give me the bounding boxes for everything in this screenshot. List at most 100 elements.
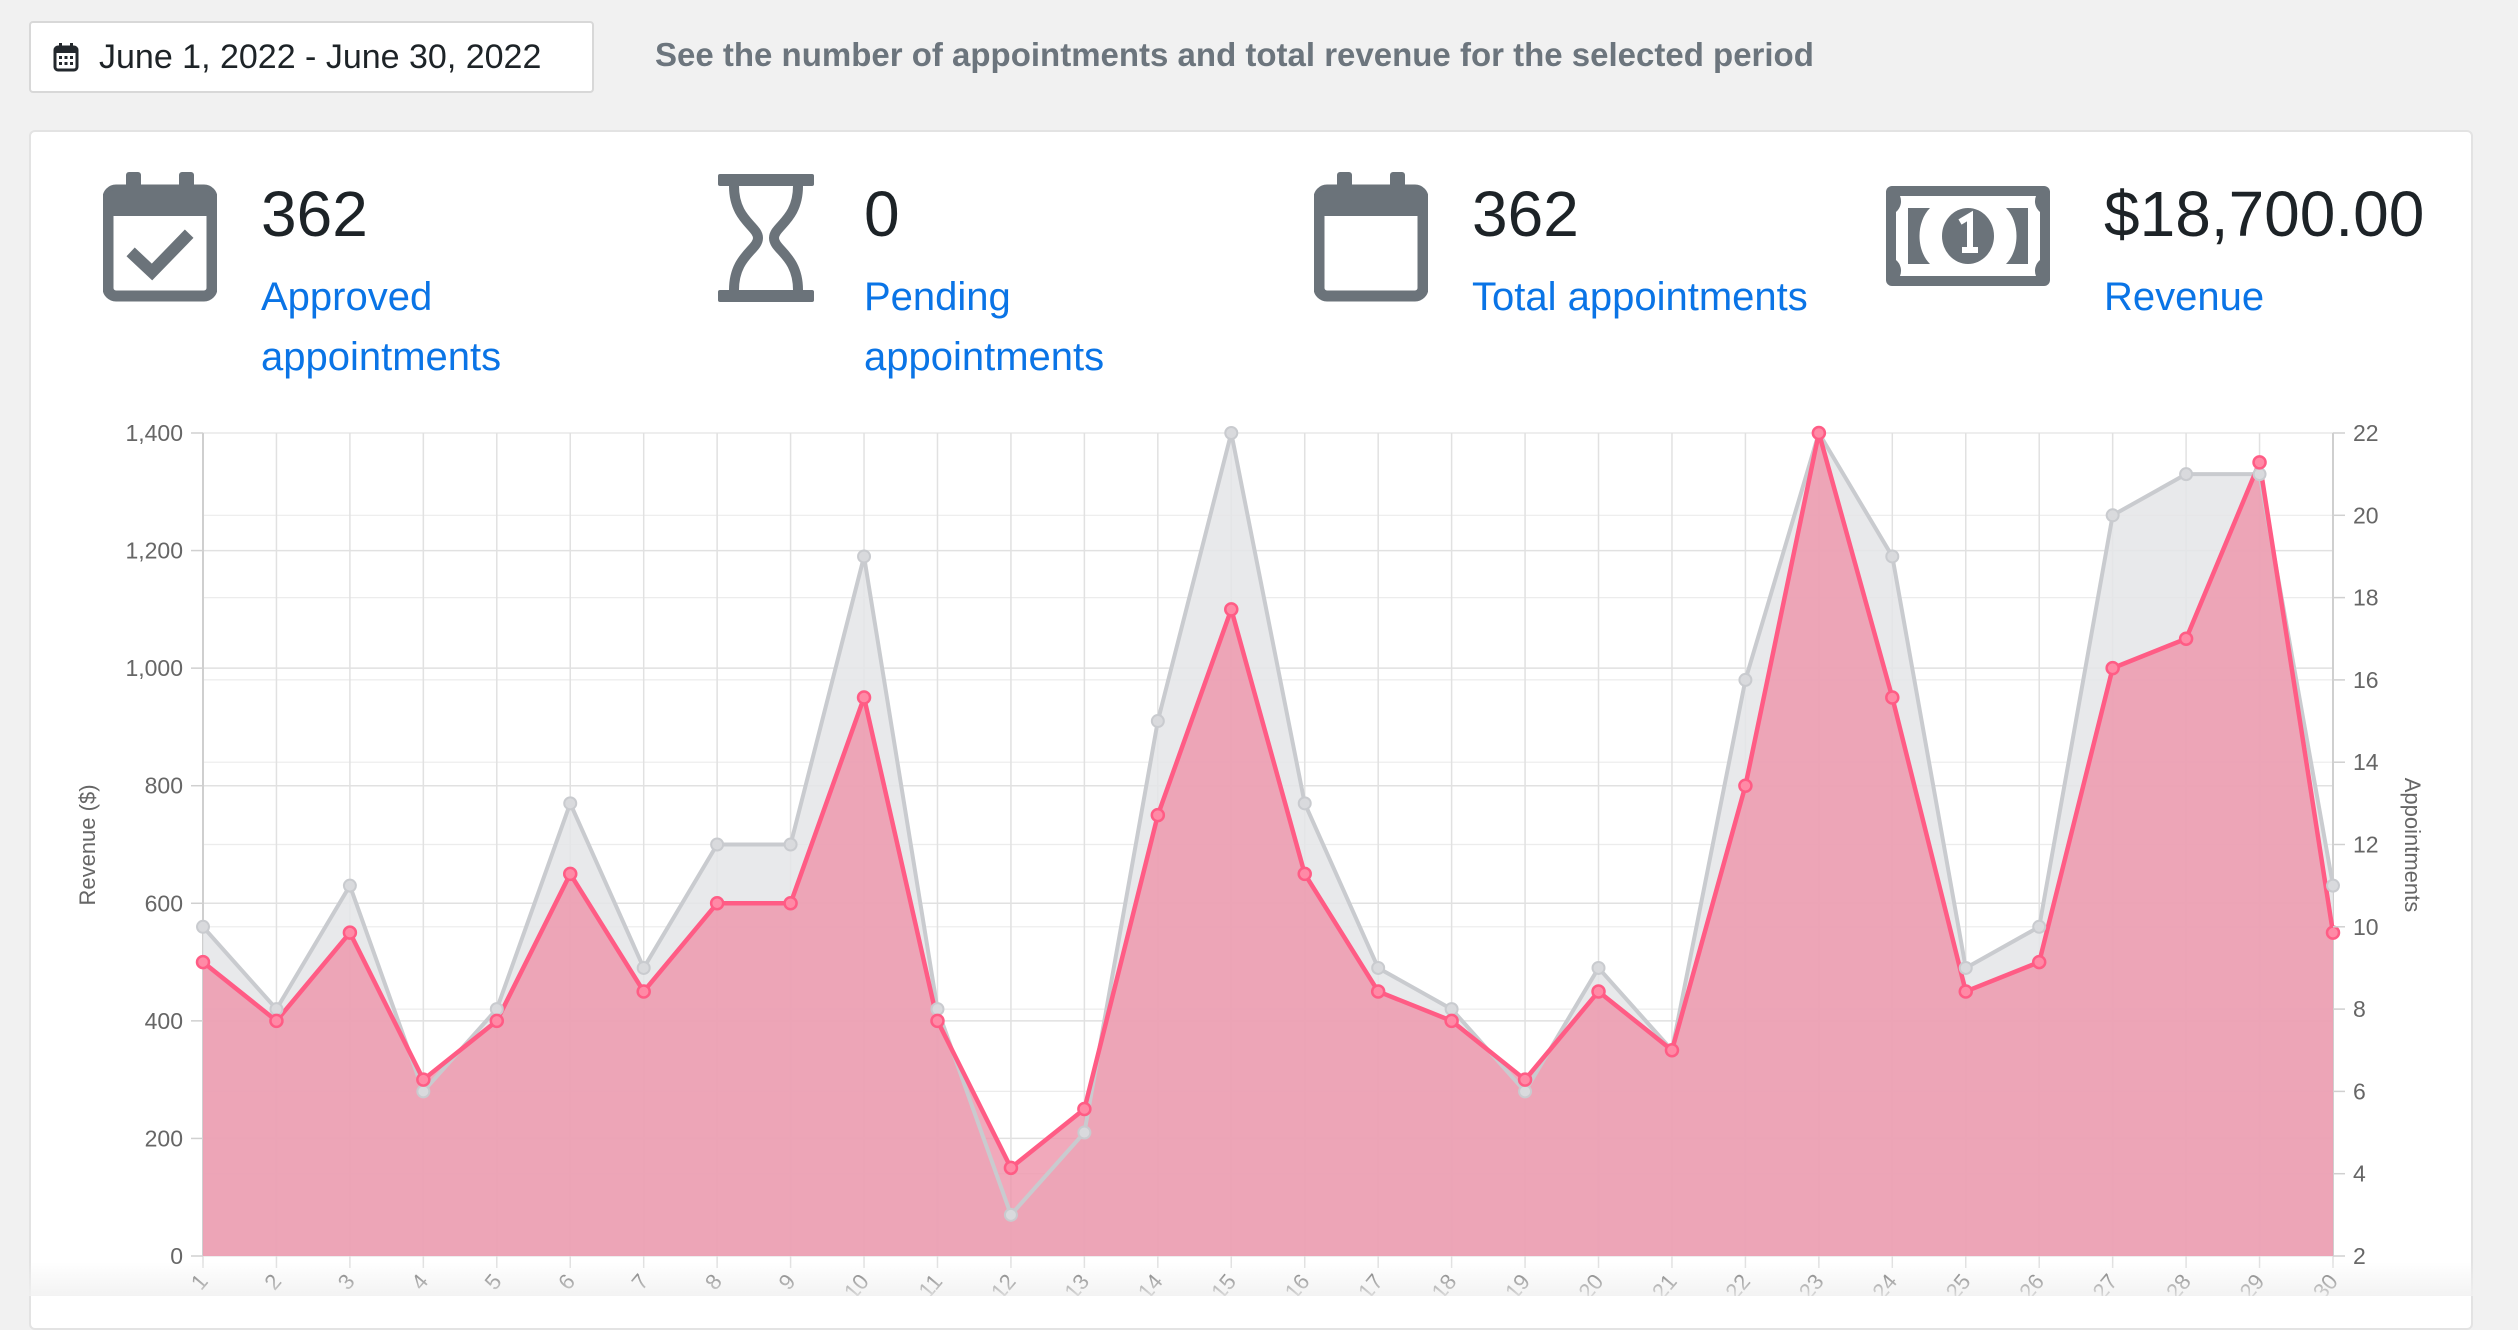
appointments-point xyxy=(783,837,798,852)
approved-appointments-link[interactable]: Approved appointments xyxy=(261,275,502,379)
x-tick-label: 27 xyxy=(2088,1269,2123,1296)
y-left-ticks: 0 200 400 600 800 1,000 1,200 1,400 xyxy=(125,420,203,1269)
revenue-point xyxy=(562,866,578,882)
y-left-tick-label: 0 xyxy=(170,1243,183,1269)
revenue-point xyxy=(1664,1043,1680,1058)
y-right-axis-label: Appointments xyxy=(2400,778,2425,913)
revenue-point xyxy=(2031,954,2047,970)
revenue-point xyxy=(709,896,725,911)
x-tick-label: 18 xyxy=(1427,1269,1462,1296)
appointments-point xyxy=(1077,1125,1092,1140)
appointments-point xyxy=(1371,960,1386,975)
revenue-point xyxy=(2252,455,2267,470)
hourglass-icon xyxy=(716,172,816,309)
appointments-point xyxy=(1885,549,1900,564)
x-tick-label: 23 xyxy=(1794,1269,1829,1296)
y-right-tick-label: 16 xyxy=(2353,667,2379,693)
y-right-tick-label: 4 xyxy=(2353,1161,2366,1187)
x-ticks: 1 2 3 4 5 6 7 8 9 10 11 12 13 14 15 16 17 18 19 20 21 22 23 24 2… xyxy=(186,1269,2343,1296)
y-left-tick-label: 1,200 xyxy=(125,538,183,564)
calendar-icon xyxy=(1313,172,1429,307)
chart-points xyxy=(195,425,2341,1222)
y-left-tick-label: 200 xyxy=(145,1125,183,1151)
x-tick-label: 16 xyxy=(1280,1269,1315,1296)
revenue-point xyxy=(342,925,358,940)
x-tick-label: 4 xyxy=(406,1269,433,1294)
revenue-point xyxy=(1517,1072,1533,1087)
x-tick-label: 28 xyxy=(2161,1269,2196,1296)
x-tick-label: 10 xyxy=(839,1269,874,1296)
appointments-point xyxy=(2179,467,2194,482)
revenue-point xyxy=(2325,925,2341,940)
appointments-point xyxy=(710,837,725,852)
calendar-check-icon xyxy=(102,172,218,307)
x-tick-label: 14 xyxy=(1133,1269,1168,1296)
date-range-value: June 1, 2022 - June 30, 2022 xyxy=(99,37,542,76)
revenue-point xyxy=(930,1013,945,1029)
approved-count: 362 xyxy=(261,178,368,250)
revenue-point xyxy=(1297,866,1312,882)
appointments-point xyxy=(857,549,872,564)
y-left-tick-label: 1,400 xyxy=(125,420,183,446)
total-appointments-link[interactable]: Total appointments xyxy=(1472,275,1808,319)
x-tick-label: 12 xyxy=(986,1269,1021,1296)
pending-count: 0 xyxy=(864,178,900,250)
revenue-link[interactable]: Revenue xyxy=(2104,275,2265,319)
x-tick-label: 8 xyxy=(700,1269,727,1294)
revenue-point xyxy=(856,690,872,705)
appointments-point xyxy=(2326,878,2340,893)
revenue-point xyxy=(2105,660,2120,676)
appointments-point xyxy=(2105,508,2120,523)
revenue-point xyxy=(489,1013,505,1029)
revenue-point xyxy=(1444,1013,1459,1029)
x-tick-label: 9 xyxy=(773,1269,800,1294)
x-tick-label: 29 xyxy=(2234,1269,2269,1296)
date-range-picker[interactable]: June 1, 2022 - June 30, 2022 xyxy=(29,21,594,93)
appointments-point xyxy=(1591,960,1606,975)
x-tick-label: 1 xyxy=(186,1269,213,1294)
revenue-point xyxy=(269,1013,284,1029)
x-tick-label: 11 xyxy=(913,1269,947,1296)
revenue-point xyxy=(1370,984,1386,999)
money-bill-icon xyxy=(1886,172,2050,301)
revenue-line xyxy=(201,430,2336,1171)
y-right-tick-label: 20 xyxy=(2353,502,2379,528)
appointments-point xyxy=(636,960,651,975)
revenue-total: $18,700.00 xyxy=(2104,178,2425,250)
revenue-point xyxy=(1150,807,1166,823)
appointments-point xyxy=(269,1002,284,1017)
appointments-point xyxy=(2252,467,2267,482)
x-tick-label: 25 xyxy=(1941,1269,1976,1296)
x-tick-label: 6 xyxy=(553,1269,580,1294)
revenue-point xyxy=(195,954,211,970)
y-right-tick-label: 8 xyxy=(2353,996,2366,1022)
x-tick-label: 13 xyxy=(1059,1269,1094,1296)
x-tick-label: 24 xyxy=(1867,1269,1902,1296)
x-tick-label: 15 xyxy=(1206,1269,1241,1296)
x-tick-label: 17 xyxy=(1353,1269,1388,1296)
appointments-point xyxy=(416,1084,431,1099)
x-tick-label: 19 xyxy=(1500,1269,1535,1296)
revenue-point xyxy=(1958,984,1974,999)
x-tick-label: 22 xyxy=(1720,1269,1755,1296)
y-left-tick-label: 600 xyxy=(145,890,183,916)
y-right-ticks: 2 4 6 8 10 12 14 16 18 20 22 xyxy=(2333,420,2379,1269)
appointments-point xyxy=(196,919,210,934)
y-left-tick-label: 800 xyxy=(145,773,183,799)
y-right-tick-label: 18 xyxy=(2353,585,2379,611)
appointments-point xyxy=(342,878,357,893)
period-hint-text: See the number of appointments and total… xyxy=(655,36,1814,73)
revenue-point xyxy=(1885,690,1900,705)
revenue-point xyxy=(1591,984,1606,999)
pending-appointments-link[interactable]: Pending appointments xyxy=(864,275,1105,379)
appointments-point xyxy=(1444,1002,1459,1017)
y-right-tick-label: 2 xyxy=(2353,1243,2366,1269)
appointments-point xyxy=(1738,672,1753,687)
x-tick-label: 5 xyxy=(480,1269,507,1294)
y-left-axis-label: Revenue ($) xyxy=(75,784,100,905)
appointments-point xyxy=(1297,796,1312,811)
appointments-point xyxy=(1958,960,1973,975)
y-right-tick-label: 6 xyxy=(2353,1078,2366,1104)
y-right-tick-label: 10 xyxy=(2353,914,2379,940)
